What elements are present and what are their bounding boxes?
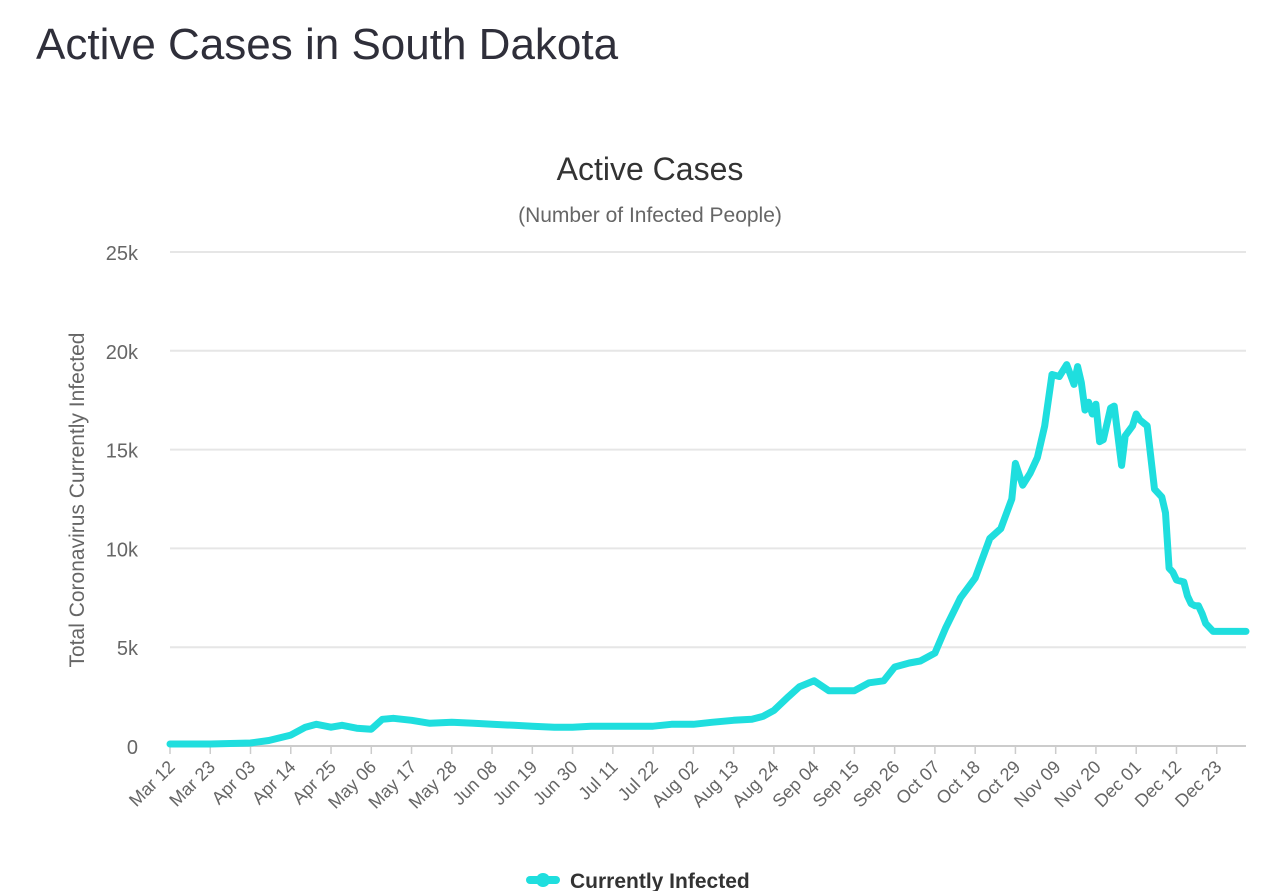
grid-lines xyxy=(170,251,1246,747)
x-tick-label: Oct 07 xyxy=(892,757,944,809)
x-tick-label: Jun 08 xyxy=(449,757,501,809)
series-layer xyxy=(166,361,1250,748)
y-axis-ticks: 0 5k 10k 15k 20k 25k xyxy=(106,243,139,759)
chart-title: Active Cases xyxy=(557,151,744,187)
legend[interactable]: Currently Infected xyxy=(526,870,750,891)
y-tick-label: 25k xyxy=(106,243,139,265)
y-tick-label: 15k xyxy=(106,441,139,463)
y-tick-label: 5k xyxy=(117,638,139,660)
x-tick-label: Oct 18 xyxy=(932,757,984,809)
y-axis-label: Total Coronavirus Currently Infected xyxy=(66,333,89,668)
x-tick-label: Apr 14 xyxy=(248,757,300,809)
y-tick-label: 20k xyxy=(106,342,139,364)
y-tick-label: 0 xyxy=(127,737,138,759)
chart-subtitle: (Number of Infected People) xyxy=(518,204,782,227)
series-line-currently-infected xyxy=(166,361,1250,748)
y-tick-label: 10k xyxy=(106,539,139,561)
x-tick-label: Jun 19 xyxy=(489,757,541,809)
x-tick-label: Jul 11 xyxy=(575,757,622,804)
legend-swatch-marker xyxy=(536,873,550,887)
x-tick-label: Jun 30 xyxy=(529,757,581,809)
x-tick-label: Apr 03 xyxy=(208,757,260,809)
legend-label[interactable]: Currently Infected xyxy=(570,870,750,891)
x-tick-label: Mar 23 xyxy=(165,757,219,811)
page-title: Active Cases in South Dakota xyxy=(36,20,619,69)
